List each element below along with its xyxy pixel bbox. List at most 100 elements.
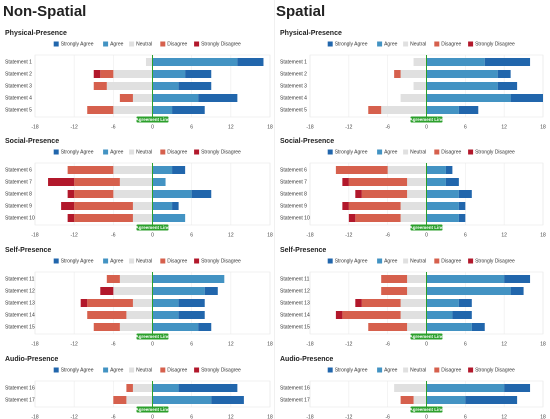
category-label: Statement 1 <box>5 59 32 65</box>
bar-segment <box>237 58 264 66</box>
x-tick-label: 0 <box>425 341 428 347</box>
bar-segment <box>458 190 472 198</box>
bar-segment <box>335 166 388 174</box>
bar-segment <box>145 58 153 66</box>
category-label: Statement 4 <box>5 95 32 101</box>
x-tick-label: 6 <box>190 124 193 130</box>
bar-segment <box>119 323 153 331</box>
x-tick-label: 12 <box>501 414 507 419</box>
category-label: Statement 10 <box>280 215 310 221</box>
x-tick-label: 6 <box>464 232 467 238</box>
bar-segment <box>407 275 427 283</box>
x-tick-label: 0 <box>151 341 154 347</box>
bar-segment <box>198 94 238 102</box>
annotation-box <box>410 333 443 340</box>
legend-swatch <box>103 367 109 373</box>
bar-segment <box>458 106 479 114</box>
x-tick-label: -12 <box>345 414 352 419</box>
legend-swatch <box>403 149 409 155</box>
legend-label: Agree <box>384 368 398 374</box>
bar-segment <box>368 106 382 114</box>
bar-segment <box>152 299 179 307</box>
annotation: Agreement Line <box>409 225 444 230</box>
chart-title: Social-Presence <box>280 138 334 145</box>
category-label: Statement 12 <box>280 288 310 294</box>
annotation-box <box>410 116 443 123</box>
column-heading: Non-Spatial <box>3 3 86 20</box>
bar-segment <box>152 287 205 295</box>
bar-segment <box>152 166 173 174</box>
x-tick-label: -18 <box>31 124 38 130</box>
annotation: Agreement Line <box>135 117 170 122</box>
legend-swatch <box>403 41 409 47</box>
bar-segment <box>504 275 531 283</box>
bar-segment <box>361 190 408 198</box>
bar-segment <box>152 311 179 319</box>
chart-title: Self-Presence <box>280 247 326 254</box>
bar-segment <box>400 311 427 319</box>
bar-segment <box>426 58 485 66</box>
legend-label: Strongly Disagree <box>475 368 515 374</box>
legend-swatch <box>129 258 135 264</box>
legend-swatch <box>194 41 200 47</box>
bar-segment <box>400 214 427 222</box>
bar-segment <box>132 202 153 210</box>
bar-segment <box>426 214 459 222</box>
legend-swatch <box>327 367 333 373</box>
x-tick-label: 0 <box>425 414 428 419</box>
category-label: Statement 15 <box>280 324 310 330</box>
legend-swatch <box>377 149 383 155</box>
bar-segment <box>87 106 114 114</box>
category-label: Statement 1 <box>280 59 307 65</box>
category-label: Statement 16 <box>280 385 310 391</box>
bar-segment <box>355 214 401 222</box>
legend-swatch <box>377 41 383 47</box>
bar-segment <box>400 70 427 78</box>
legend-label: Agree <box>110 259 124 265</box>
annotation: Agreement Line <box>409 407 444 412</box>
bar-segment <box>407 190 427 198</box>
bar-segment <box>426 82 498 90</box>
legend-swatch <box>434 41 440 47</box>
category-label: Statement 8 <box>280 191 307 197</box>
bar-segment <box>185 70 212 78</box>
x-tick-label: 18 <box>267 414 273 419</box>
bar-segment <box>426 94 511 102</box>
bar-segment <box>152 58 238 66</box>
bar-segment <box>426 384 505 392</box>
x-tick-label: 18 <box>540 341 546 347</box>
x-tick-label: 0 <box>425 232 428 238</box>
bar-segment <box>113 166 153 174</box>
bar-segment <box>510 287 524 295</box>
bar-segment <box>355 299 362 307</box>
category-label: Statement 15 <box>5 324 35 330</box>
x-tick-label: 6 <box>464 414 467 419</box>
x-tick-label: 12 <box>228 414 234 419</box>
x-tick-label: 18 <box>267 232 273 238</box>
bar-segment <box>426 190 459 198</box>
bar-segment <box>74 202 133 210</box>
category-label: Statement 11 <box>280 276 310 282</box>
x-tick-label: 18 <box>267 124 273 130</box>
bar-segment <box>178 299 205 307</box>
bar-segment <box>394 384 427 392</box>
bar-segment <box>504 384 531 392</box>
category-label: Statement 12 <box>5 288 35 294</box>
bar-segment <box>132 384 153 392</box>
x-tick-label: -6 <box>385 341 390 347</box>
category-label: Statement 2 <box>5 71 32 77</box>
bar-segment <box>100 70 114 78</box>
x-tick-label: 12 <box>501 124 507 130</box>
x-tick-label: -18 <box>306 414 313 419</box>
legend-swatch <box>53 41 59 47</box>
legend-label: Strongly Agree <box>61 42 94 48</box>
x-tick-label: -6 <box>111 124 116 130</box>
legend-label: Disagree <box>167 368 187 374</box>
x-tick-label: -6 <box>385 124 390 130</box>
x-tick-label: -18 <box>306 341 313 347</box>
legend-label: Agree <box>110 42 124 48</box>
column-heading: Spatial <box>276 3 325 20</box>
x-tick-label: 6 <box>190 341 193 347</box>
bar-segment <box>67 166 114 174</box>
